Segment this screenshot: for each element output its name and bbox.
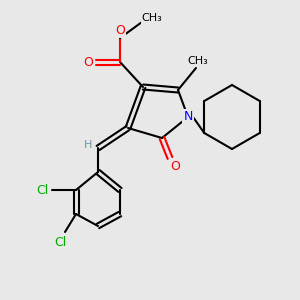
Text: Cl: Cl [36, 184, 48, 196]
Text: O: O [83, 56, 93, 68]
Text: Cl: Cl [54, 236, 66, 248]
Text: O: O [170, 160, 180, 172]
Text: H: H [84, 140, 92, 150]
Text: CH₃: CH₃ [188, 56, 208, 66]
Text: CH₃: CH₃ [142, 13, 162, 23]
Text: O: O [115, 23, 125, 37]
Text: N: N [183, 110, 193, 124]
